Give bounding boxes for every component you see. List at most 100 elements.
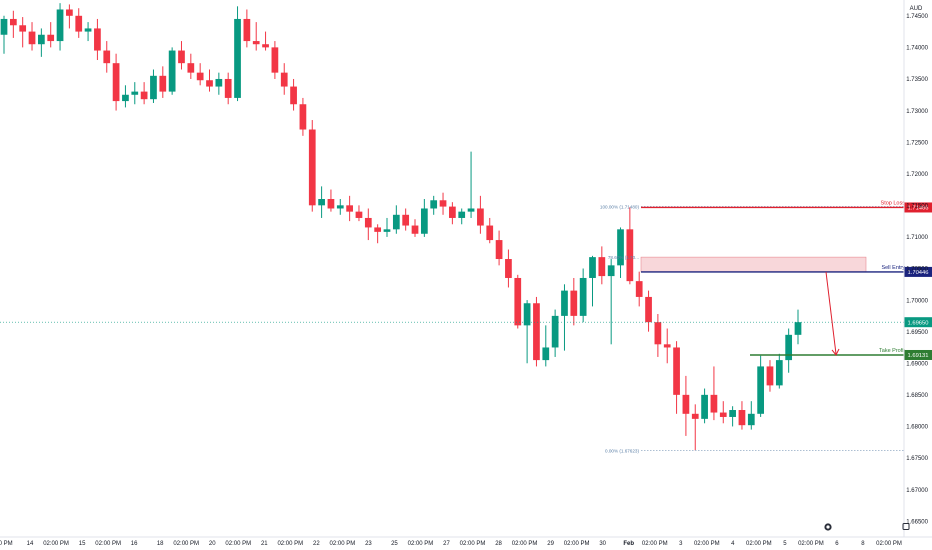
- trade-level-price: 1.70446: [908, 270, 929, 276]
- candle-body: [579, 277, 587, 316]
- candle-body: [262, 44, 269, 48]
- currency-label: AUD: [910, 6, 923, 12]
- price-tick-label: 1.74500: [906, 14, 928, 20]
- overlay-layer: 100.00% (1.71480) 78.60% (1.70... 0.00% (1…: [0, 200, 932, 453]
- price-tick-label: 1.69000: [906, 361, 928, 367]
- time-axis[interactable]: 00 PM 14 02:00 PM 15 02:00 PM 16 18 02:00 PM 20 0…: [0, 541, 902, 547]
- candle-body: [701, 394, 708, 419]
- price-tick-label: 1.68500: [906, 393, 928, 399]
- candle-body: [122, 94, 129, 102]
- price-tick-label: 1.73000: [906, 109, 928, 115]
- candle-body: [206, 80, 213, 87]
- candle-body: [308, 129, 316, 206]
- fib-level-label: 78.60% (1.70...: [608, 255, 639, 260]
- candles-layer: [0, 3, 802, 451]
- price-tick-label: 1.73500: [906, 77, 928, 83]
- candle-body: [794, 322, 802, 335]
- time-tick-label: 27: [443, 541, 450, 547]
- trade-level-price: 1.69131: [908, 353, 929, 359]
- time-tick-label: 16: [131, 541, 138, 547]
- time-tick-label: 02:00 PM: [173, 541, 199, 547]
- candle-body: [523, 303, 531, 326]
- candle-body: [495, 240, 503, 260]
- price-tick-label: 1.70500: [906, 267, 928, 273]
- candle-body: [196, 72, 204, 81]
- time-tick-label: 15: [79, 541, 86, 547]
- candle-body: [654, 322, 662, 345]
- time-tick-label: 21: [261, 541, 268, 547]
- candle-body: [66, 9, 73, 16]
- candle-body: [364, 217, 372, 228]
- time-tick-label: 23: [365, 541, 372, 547]
- trade-level-tag: [904, 202, 932, 213]
- projection-arrow-head: [831, 348, 840, 356]
- candle-body: [336, 205, 344, 209]
- time-tick-label: 02:00 PM: [225, 541, 251, 547]
- calendar-range-icon[interactable]: [902, 523, 910, 530]
- candle-body: [551, 315, 559, 348]
- candle-body: [28, 31, 36, 45]
- candle-body: [738, 410, 746, 426]
- candle-body: [477, 208, 484, 226]
- trade-level-name: Take Profit: [879, 348, 905, 354]
- time-tick-label: 28: [495, 541, 502, 547]
- candle-body: [598, 257, 606, 277]
- candle-body: [94, 28, 101, 51]
- candle-body: [346, 205, 353, 212]
- candle-body: [635, 281, 643, 297]
- time-tick-label: 02:00 PM: [408, 541, 434, 547]
- candle-body: [617, 229, 624, 266]
- time-tick-label: 4: [731, 541, 735, 547]
- candle-body: [561, 290, 568, 316]
- candle-body: [168, 50, 176, 92]
- price-tick-label: 1.68000: [906, 425, 928, 431]
- candle-body: [411, 225, 419, 234]
- candle-body: [215, 78, 223, 87]
- trade-level-tag: [904, 266, 932, 277]
- candle-body: [280, 72, 288, 87]
- candle-body: [75, 15, 83, 32]
- time-tick-label: 02:00 PM: [95, 541, 121, 547]
- candle-body: [645, 296, 652, 323]
- settings-gear-icon[interactable]: [824, 523, 832, 531]
- time-tick-label: 02:00 PM: [564, 541, 590, 547]
- time-tick-label: 29: [547, 541, 554, 547]
- candle-body: [56, 9, 64, 42]
- candle-body: [533, 303, 540, 361]
- candle-body: [486, 225, 494, 241]
- time-tick-label: 20: [209, 541, 216, 547]
- time-tick-label: 02:00 PM: [876, 541, 902, 547]
- candle-body: [775, 360, 783, 386]
- candle-body: [514, 277, 522, 326]
- candle-body: [589, 257, 596, 278]
- time-tick-label: 30: [599, 541, 606, 547]
- candle-body: [710, 394, 718, 413]
- candle-body: [402, 214, 410, 226]
- candle-body: [38, 34, 45, 45]
- candle-body: [234, 18, 241, 98]
- time-tick-label: 5: [783, 541, 787, 547]
- candle-body: [84, 28, 92, 32]
- time-tick-label: 22: [313, 541, 320, 547]
- candle-body: [47, 34, 55, 42]
- current-price-label: 1.69650: [908, 320, 929, 326]
- price-tick-label: 1.69500: [906, 330, 928, 336]
- time-tick-label: 02:00 PM: [330, 541, 356, 547]
- candle-body: [467, 208, 475, 212]
- candle-body: [673, 347, 680, 395]
- candle-body: [682, 394, 690, 414]
- candle-body: [103, 50, 111, 64]
- time-tick-label: 3: [679, 541, 683, 547]
- price-axis[interactable]: 1.74500 1.74000 1.73500 1.73000 1.72500 1.720…: [906, 14, 928, 525]
- time-tick-label: 6: [835, 541, 839, 547]
- time-tick-label: 02:00 PM: [43, 541, 69, 547]
- time-tick-label: 18: [157, 541, 164, 547]
- candle-body: [112, 63, 120, 102]
- candle-body: [271, 47, 279, 73]
- candle-body: [19, 25, 27, 32]
- trade-level-name: Sell Entry: [881, 265, 905, 271]
- time-tick-label: 02:00 PM: [512, 541, 538, 547]
- fib-level-label: 0.00% (1.67623): [605, 448, 639, 453]
- candle-body: [252, 41, 260, 45]
